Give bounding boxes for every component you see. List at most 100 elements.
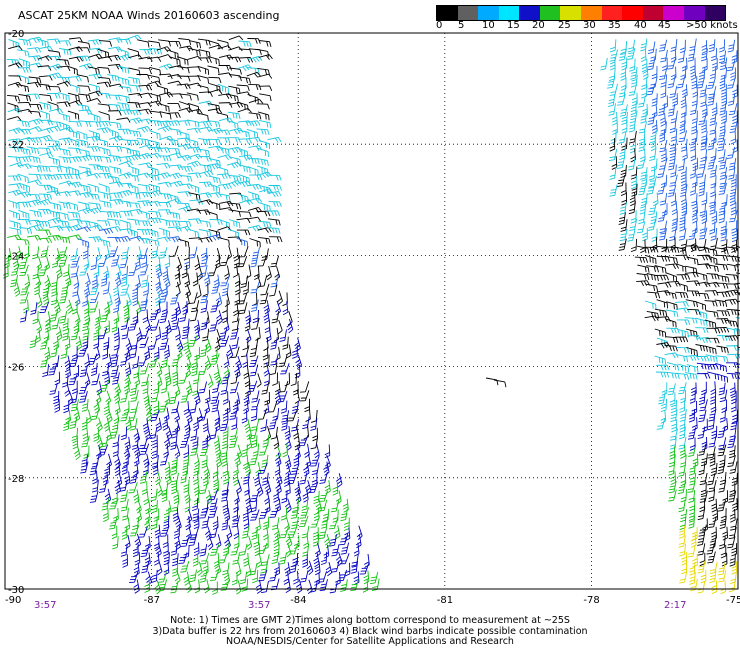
wind-barb [19, 309, 28, 323]
wind-barb [209, 526, 218, 539]
wind-barb [339, 553, 350, 565]
wind-barb [123, 299, 130, 315]
wind-barb [324, 533, 331, 549]
wind-barb [719, 75, 726, 90]
wind-barb [261, 553, 270, 566]
wind-barb [39, 46, 54, 52]
wind-barb [221, 435, 229, 450]
wind-barb [334, 525, 341, 540]
wind-barb [112, 434, 120, 448]
wind-barb [272, 372, 278, 386]
wind-barb [136, 229, 151, 236]
wind-barb [81, 435, 90, 448]
wind-barb [677, 76, 686, 89]
wind-barb [234, 392, 241, 407]
wind-barb [98, 173, 113, 179]
wind-barb [228, 202, 242, 210]
wind-barb [256, 553, 263, 568]
wind-barb [676, 319, 691, 326]
latitude-label: -24 [8, 251, 24, 262]
wind-barb [30, 302, 38, 315]
wind-barb [133, 489, 140, 504]
wind-barb [121, 273, 128, 287]
wind-barb [12, 256, 20, 271]
wind-barb [647, 291, 661, 299]
wind-barb [226, 344, 234, 360]
wind-barb [208, 200, 221, 210]
wind-barb [157, 125, 173, 133]
wind-barb [180, 390, 190, 403]
wind-barb [183, 401, 190, 415]
wind-barb [731, 228, 738, 243]
wind-barb [82, 245, 89, 260]
wind-barb [640, 48, 647, 63]
wind-barb [696, 355, 710, 362]
wind-barb [19, 292, 29, 304]
wind-barb [16, 49, 30, 57]
wind-barb [687, 308, 701, 316]
wind-barb [281, 410, 290, 423]
wind-barb [149, 47, 163, 55]
wind-barb [88, 83, 101, 93]
wind-barb [251, 292, 258, 307]
wind-barb [189, 246, 198, 259]
wind-barb [688, 515, 695, 529]
wind-barb [215, 444, 222, 459]
wind-barb [609, 138, 616, 152]
wind-barb [717, 444, 727, 457]
wind-barb [660, 74, 668, 88]
wind-barb [118, 85, 132, 93]
wind-barb [23, 299, 29, 314]
wind-barb [700, 481, 707, 496]
wind-barb [732, 409, 738, 424]
wind-barb [247, 225, 263, 232]
wind-barb [199, 91, 213, 97]
wind-barb [628, 83, 637, 96]
wind-barb [111, 489, 118, 504]
wind-barb [199, 543, 208, 557]
wind-barb [137, 220, 152, 227]
speed-colorbar [436, 5, 726, 21]
wind-barb [241, 526, 250, 539]
wind-barb [267, 136, 282, 143]
wind-barb [89, 490, 99, 503]
wind-barb [8, 62, 23, 69]
wind-barb [18, 209, 30, 220]
wind-barb [132, 543, 139, 558]
wind-barb [282, 301, 289, 316]
wind-barb [63, 399, 70, 414]
wind-barb [57, 76, 71, 83]
wind-barb [298, 435, 309, 447]
wind-barb [42, 364, 50, 378]
wind-barb [128, 117, 143, 124]
wind-barb [167, 220, 181, 227]
wind-barb [117, 102, 130, 110]
wind-barb [43, 328, 50, 343]
wind-barb [705, 310, 719, 318]
wind-barb [237, 129, 250, 138]
wind-barb [26, 146, 40, 155]
wind-barb [127, 48, 140, 58]
latitude-label: -20 [8, 29, 24, 40]
wind-barb [239, 56, 254, 63]
wind-barb [74, 310, 81, 326]
wind-barb [704, 345, 717, 355]
wind-barb [719, 389, 728, 403]
wind-barb [172, 372, 179, 387]
wind-barb [156, 172, 171, 179]
wind-barb [117, 65, 130, 74]
wind-barb [313, 490, 320, 505]
wind-barb [618, 131, 627, 144]
wind-barb [88, 130, 101, 140]
wind-barb [721, 84, 727, 98]
wind-barb [149, 146, 163, 153]
wind-barb [189, 401, 198, 414]
wind-barb [72, 380, 78, 395]
wind-barb [371, 578, 380, 591]
wind-barb [138, 67, 152, 74]
wind-barb [163, 552, 170, 566]
wind-barb [269, 236, 283, 243]
wind-barb [727, 436, 736, 449]
wind-barb [158, 227, 171, 237]
wind-barb [163, 516, 170, 530]
